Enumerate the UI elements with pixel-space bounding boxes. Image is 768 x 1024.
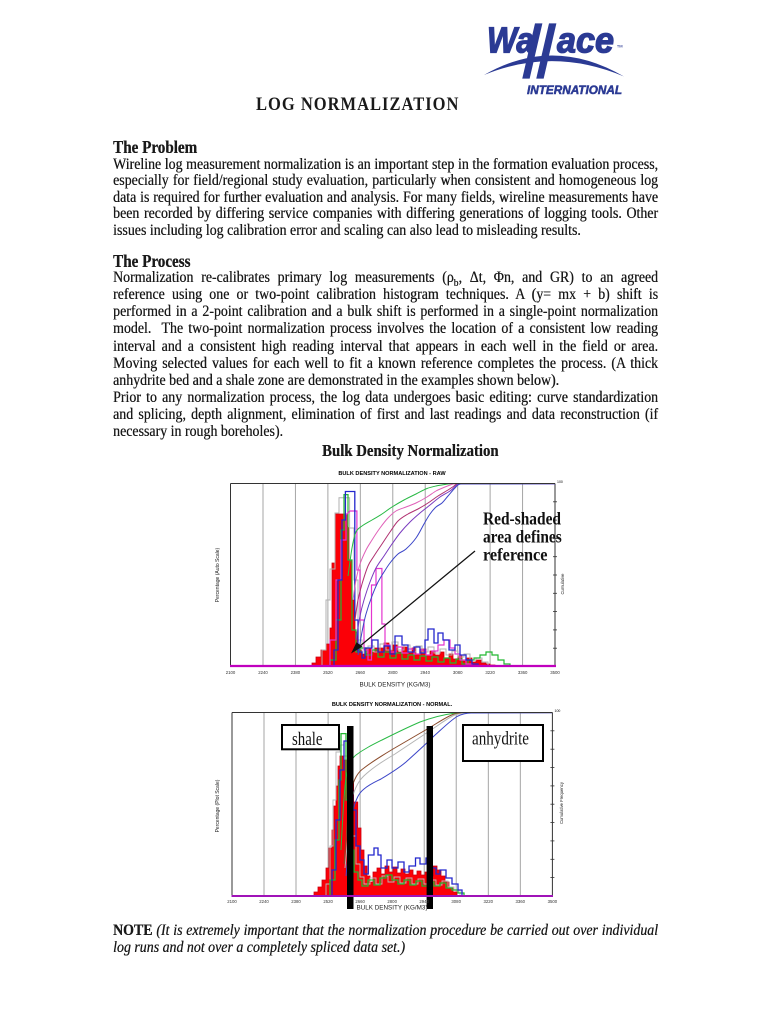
svg-text:BULK DENSITY (KG/M3): BULK DENSITY (KG/M3) [360,682,431,689]
svg-text:3220: 3220 [485,670,495,675]
svg-text:BULK DENSITY NORMALIZATION - R: BULK DENSITY NORMALIZATION - RAW [338,471,446,477]
svg-text:3080: 3080 [451,899,461,904]
svg-text:2940: 2940 [420,670,430,675]
svg-text:™: ™ [617,45,624,52]
svg-text:2240: 2240 [258,670,268,675]
svg-text:area defines: area defines [483,527,562,547]
svg-text:2940: 2940 [419,899,429,904]
svg-text:Red-shaded: Red-shaded [483,509,561,529]
svg-text:3220: 3220 [484,899,494,904]
svg-text:BULK DENSITY NORMALIZATION - N: BULK DENSITY NORMALIZATION - NORMAL. [332,702,453,708]
svg-text:2520: 2520 [323,899,333,904]
svg-text:anhydrite: anhydrite [472,729,529,750]
svg-text:Wa: Wa [487,20,534,61]
svg-text:INTERNATIONAL: INTERNATIONAL [527,85,622,97]
svg-text:2660: 2660 [356,670,366,675]
svg-text:100: 100 [555,709,561,713]
svg-text:2100: 2100 [227,899,237,904]
svg-text:Cumulative: Cumulative [560,573,565,595]
svg-text:3080: 3080 [453,670,463,675]
svg-text:2520: 2520 [323,670,333,675]
svg-text:2380: 2380 [291,670,301,675]
svg-text:BULK DENSITY (KG/M3): BULK DENSITY (KG/M3) [357,905,428,912]
svg-text:ace: ace [557,20,614,61]
svg-text:3500: 3500 [548,899,558,904]
svg-text:2800: 2800 [387,899,397,904]
svg-text:Percentage (Plot Scale): Percentage (Plot Scale) [215,779,221,832]
svg-text:2100: 2100 [226,670,236,675]
svg-text:Cumulative Frequency: Cumulative Frequency [559,781,564,824]
svg-text:3360: 3360 [518,670,528,675]
svg-text:2660: 2660 [355,899,365,904]
svg-text:Percentage (Auto Scale): Percentage (Auto Scale) [215,547,221,602]
svg-text:2800: 2800 [388,670,398,675]
svg-text:reference: reference [483,545,548,565]
svg-text:2240: 2240 [259,899,269,904]
svg-text:3500: 3500 [550,670,560,675]
svg-text:shale: shale [292,729,323,750]
svg-text:100: 100 [557,480,563,484]
svg-text:2380: 2380 [291,899,301,904]
svg-text:3360: 3360 [516,899,526,904]
